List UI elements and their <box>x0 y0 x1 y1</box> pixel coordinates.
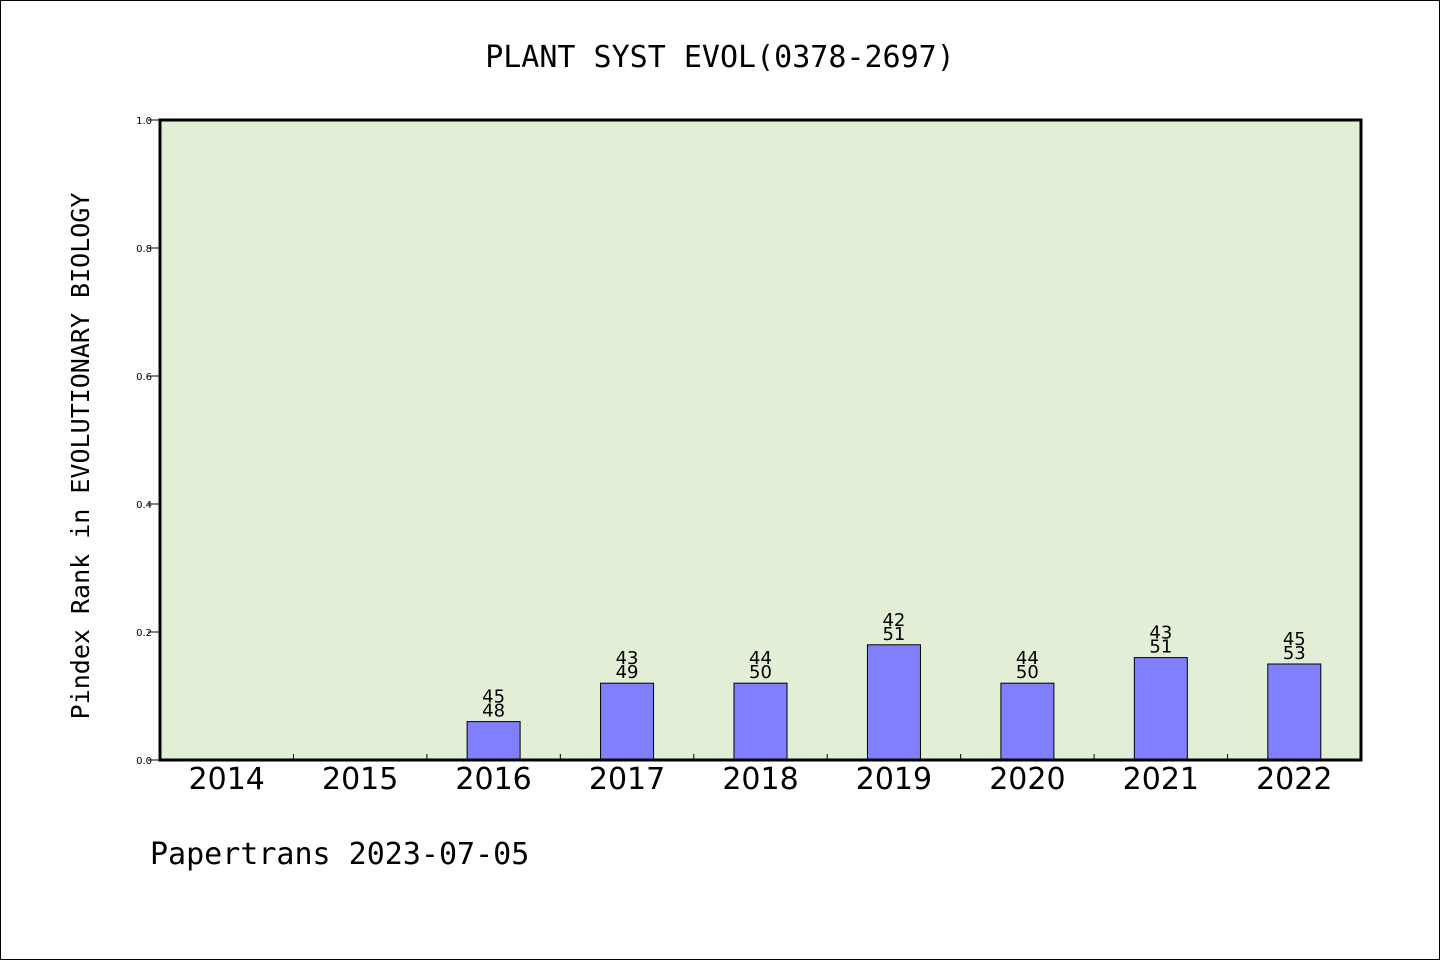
bar-label-2018-bottom: 50 <box>749 662 772 683</box>
plot-area <box>160 120 1361 760</box>
x-tick-label: 2017 <box>589 762 665 797</box>
bar-2016 <box>466 721 521 761</box>
bars <box>466 644 1322 761</box>
x-axis-ticks: 2014 2015 2016 2017 2018 2019 2020 2021 2022 <box>189 754 1332 797</box>
bar-label-2022-bottom: 53 <box>1283 643 1306 664</box>
y-tick-label: 0.6 <box>136 372 152 383</box>
y-axis-label: Pindex Rank in EVOLUTIONARY BIOLOGY <box>66 193 95 720</box>
x-tick-label: 2020 <box>989 762 1065 797</box>
y-tick-label: 0.8 <box>136 244 152 255</box>
x-tick-label: 2022 <box>1256 762 1332 797</box>
bar-2022 <box>1267 663 1322 761</box>
bar-2017 <box>600 682 655 761</box>
footer-source-date: Papertrans 2023-07-05 <box>150 837 529 872</box>
bar-label-2017-top: 43 <box>616 648 639 669</box>
bar-label-2019-top: 42 <box>882 610 905 631</box>
bar-label-2022-top: 45 <box>1283 629 1306 650</box>
bar-label-2018-top: 44 <box>749 648 772 669</box>
bar-label-2016-bottom: 48 <box>482 701 505 722</box>
y-tick-label: 0.2 <box>136 628 152 639</box>
bar-label-2020-bottom: 50 <box>1016 662 1039 683</box>
bar-label-2021-top: 43 <box>1149 623 1172 644</box>
bar-label-2016-top: 45 <box>482 687 505 708</box>
bar-2021 <box>1133 657 1188 761</box>
x-tick-label: 2018 <box>722 762 798 797</box>
bar-2018 <box>733 682 788 761</box>
bar-label-2021-bottom: 51 <box>1149 637 1172 658</box>
x-tick-label: 2019 <box>856 762 932 797</box>
chart-title: PLANT SYST EVOL(0378-2697) <box>485 40 955 75</box>
bar-label-2019-bottom: 51 <box>882 624 905 645</box>
bar-2020 <box>1000 682 1055 761</box>
y-tick-label: 0.4 <box>136 500 152 511</box>
bar-label-2020-top: 44 <box>1016 648 1039 669</box>
x-tick-label: 2014 <box>189 762 265 797</box>
y-tick-label: 0.0 <box>136 756 152 767</box>
y-tick-label: 1.0 <box>136 116 152 127</box>
x-tick-label: 2021 <box>1123 762 1199 797</box>
bar-label-2017-bottom: 49 <box>616 662 639 683</box>
plot-border <box>158 118 1363 762</box>
y-axis-ticks: 0.0 0.2 0.4 0.6 0.8 1.0 <box>136 116 160 767</box>
x-tick-label: 2016 <box>455 762 531 797</box>
x-tick-label: 2015 <box>322 762 398 797</box>
bar-2019 <box>866 644 921 761</box>
